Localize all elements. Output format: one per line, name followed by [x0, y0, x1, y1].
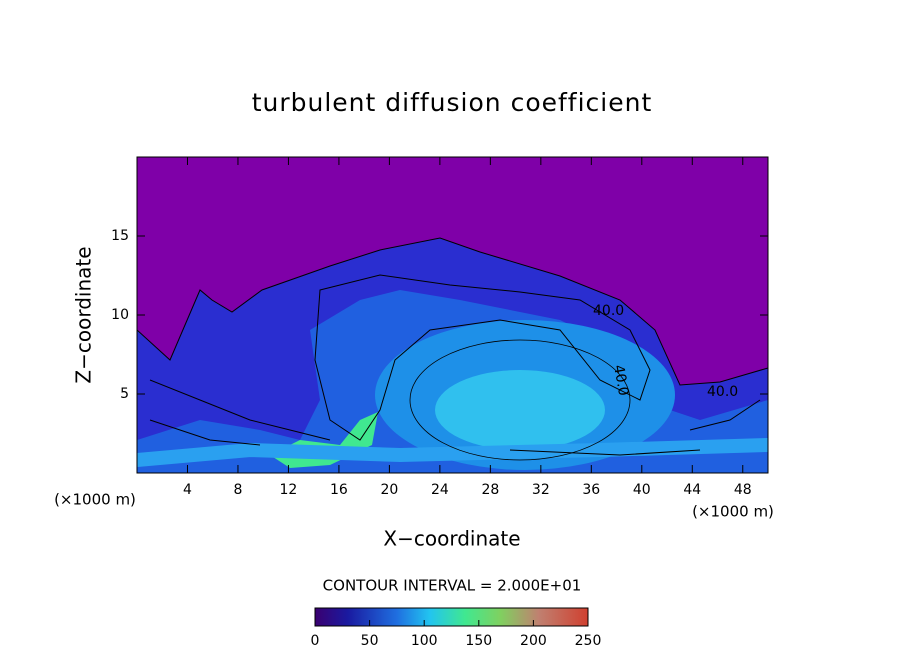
y-tick-label: 15: [111, 228, 129, 244]
colorbar-tick-label: 50: [361, 633, 379, 649]
x-tick-label: 12: [280, 482, 298, 498]
colorbar-tick-label: 100: [411, 633, 438, 649]
x-tick-label: 48: [734, 482, 752, 498]
contour-line: [149, 379, 761, 446]
x-tick-label: 28: [481, 482, 499, 498]
contour-label: 40.0: [707, 384, 738, 400]
y-tick-label: 10: [111, 307, 129, 323]
x-unit-label: (×1000 m): [54, 491, 136, 509]
y-tick-label: 5: [120, 386, 129, 402]
x-tick-label: 44: [683, 482, 701, 498]
field-region: [435, 370, 605, 450]
x-tick-label: 40: [633, 482, 651, 498]
x-tick-label: 24: [431, 482, 449, 498]
colorbar: [314, 607, 589, 627]
field-region: [137, 438, 768, 467]
x-axis-label: X−coordinate: [383, 527, 520, 551]
x-tick-label: 20: [380, 482, 398, 498]
y-axis-label: Z−coordinate: [72, 246, 96, 383]
contour-label: 40.0: [610, 364, 631, 397]
contour-label: 40.0: [593, 303, 624, 319]
x-tick-label: 16: [330, 482, 348, 498]
field: [137, 157, 768, 473]
x-tick-label: 32: [532, 482, 550, 498]
colorbar-tick-label: 0: [311, 633, 320, 649]
contour-line: [314, 274, 651, 441]
x-tick-label: 8: [233, 482, 242, 498]
x-tick-label: 4: [183, 482, 192, 498]
contour-line: [509, 449, 701, 456]
x-tick-label: 36: [582, 482, 600, 498]
x-unit-label: (×1000 m): [692, 503, 774, 521]
contour-line: [409, 339, 631, 461]
colorbar-tick-label: 250: [575, 633, 602, 649]
contour-interval: CONTOUR INTERVAL = 2.000E+01: [323, 577, 582, 595]
chart-title: turbulent diffusion coefficient: [252, 88, 653, 117]
contour-line: [137, 237, 768, 386]
colorbar-tick-label: 150: [465, 633, 492, 649]
colorbar-tick-label: 200: [520, 633, 547, 649]
